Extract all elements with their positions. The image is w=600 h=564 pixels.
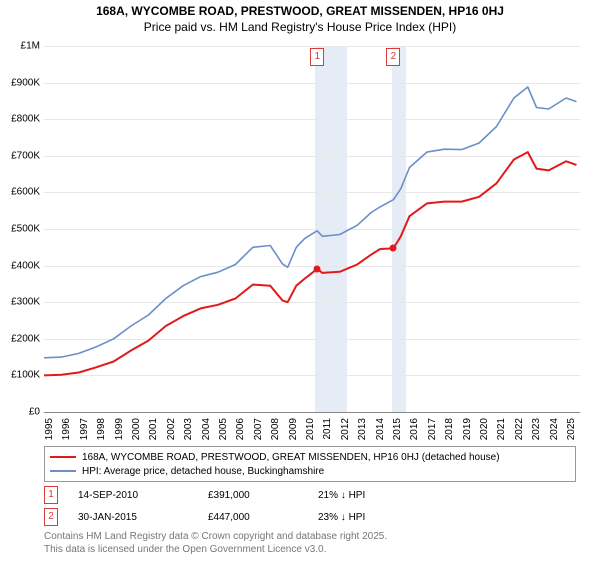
y-tick-label: £0 (29, 407, 40, 418)
x-tick-label: 2019 (462, 418, 473, 440)
x-tick-label: 2016 (409, 418, 420, 440)
x-tick-label: 2007 (253, 418, 264, 440)
legend-swatch (50, 456, 76, 459)
x-tick-label: 2013 (357, 418, 368, 440)
x-tick-label: 2014 (375, 418, 386, 440)
sale-marker-1: 1 (310, 48, 324, 66)
plot-region: 12 (44, 46, 580, 413)
sale-marker-2: 2 (386, 48, 400, 66)
x-tick-label: 1996 (61, 418, 72, 440)
x-axis: 1995 1996 1997 1998 1999 2000 2001 2002 2003 2004… (44, 414, 580, 450)
legend-label: 168A, WYCOMBE ROAD, PRESTWOOD, GREAT MIS… (82, 452, 500, 463)
x-tick-label: 2011 (322, 418, 333, 440)
sale-dot-1 (314, 265, 321, 272)
x-tick-label: 1997 (79, 418, 90, 440)
sale-price: £447,000 (208, 512, 318, 523)
sale-row: 2 30-JAN-2015£447,00023% ↓ HPI (44, 506, 365, 528)
legend-row: HPI: Average price, detached house, Buck… (50, 464, 570, 478)
y-tick-label: £900K (11, 77, 40, 88)
x-tick-label: 2015 (392, 418, 403, 440)
sale-dot-2 (390, 245, 397, 252)
x-tick-label: 2001 (148, 418, 159, 440)
sale-date: 30-JAN-2015 (78, 512, 208, 523)
x-tick-label: 2025 (566, 418, 577, 440)
x-tick-label: 1998 (96, 418, 107, 440)
x-tick-label: 2005 (218, 418, 229, 440)
legend-row: 168A, WYCOMBE ROAD, PRESTWOOD, GREAT MIS… (50, 450, 570, 464)
series-hpi (44, 87, 577, 358)
x-tick-label: 2022 (514, 418, 525, 440)
sale-diff: 23% ↓ HPI (318, 512, 365, 523)
y-tick-label: £600K (11, 187, 40, 198)
y-tick-label: £500K (11, 224, 40, 235)
x-tick-label: 1999 (114, 418, 125, 440)
y-tick-label: £1M (21, 41, 40, 52)
sale-row-marker: 2 (44, 508, 58, 526)
x-tick-label: 2004 (201, 418, 212, 440)
x-tick-label: 2010 (305, 418, 316, 440)
sale-row: 1 14-SEP-2010£391,00021% ↓ HPI (44, 484, 365, 506)
x-tick-label: 2020 (479, 418, 490, 440)
y-tick-label: £200K (11, 333, 40, 344)
x-tick-label: 2000 (131, 418, 142, 440)
x-tick-label: 2012 (340, 418, 351, 440)
legend-swatch (50, 470, 76, 472)
x-tick-label: 2024 (549, 418, 560, 440)
x-tick-label: 2018 (444, 418, 455, 440)
legend-label: HPI: Average price, detached house, Buck… (82, 466, 324, 477)
sale-date: 14-SEP-2010 (78, 490, 208, 501)
footer-line2: This data is licensed under the Open Gov… (44, 544, 387, 557)
x-tick-label: 2002 (166, 418, 177, 440)
chart-area: 12 £0£100K£200K£300K£400K£500K£600K£700K… (44, 46, 580, 412)
sale-price: £391,000 (208, 490, 318, 501)
series-property (44, 152, 577, 375)
x-tick-label: 2009 (288, 418, 299, 440)
chart-container: 168A, WYCOMBE ROAD, PRESTWOOD, GREAT MIS… (0, 4, 600, 564)
footer-attribution: Contains HM Land Registry data © Crown c… (44, 531, 387, 556)
x-tick-label: 2008 (270, 418, 281, 440)
footer-line1: Contains HM Land Registry data © Crown c… (44, 531, 387, 544)
sales-table: 1 14-SEP-2010£391,00021% ↓ HPI 2 30-JAN-201… (44, 484, 365, 528)
y-tick-label: £700K (11, 150, 40, 161)
y-tick-label: £300K (11, 297, 40, 308)
line-layer (44, 46, 580, 412)
y-axis: £0£100K£200K£300K£400K£500K£600K£700K£80… (0, 46, 42, 412)
x-tick-label: 2023 (531, 418, 542, 440)
x-tick-label: 2017 (427, 418, 438, 440)
x-tick-label: 2003 (183, 418, 194, 440)
sale-diff: 21% ↓ HPI (318, 490, 365, 501)
y-tick-label: £800K (11, 114, 40, 125)
chart-subtitle: Price paid vs. HM Land Registry's House … (0, 20, 600, 34)
y-tick-label: £100K (11, 370, 40, 381)
chart-title: 168A, WYCOMBE ROAD, PRESTWOOD, GREAT MIS… (0, 4, 600, 18)
legend-box: 168A, WYCOMBE ROAD, PRESTWOOD, GREAT MIS… (44, 446, 576, 482)
sale-row-marker: 1 (44, 486, 58, 504)
y-tick-label: £400K (11, 260, 40, 271)
x-tick-label: 1995 (44, 418, 55, 440)
x-tick-label: 2006 (235, 418, 246, 440)
x-tick-label: 2021 (496, 418, 507, 440)
